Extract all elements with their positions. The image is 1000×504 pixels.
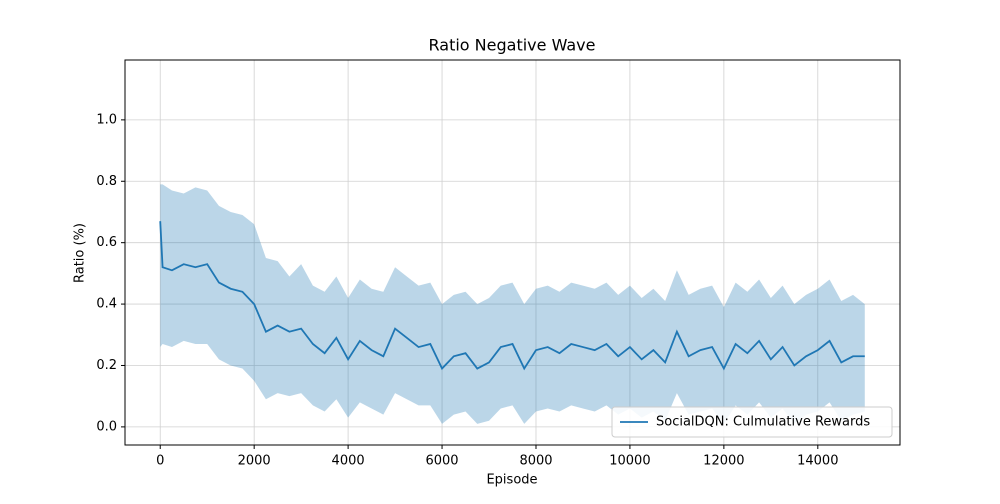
- y-tick-label: 1.0: [96, 112, 117, 127]
- y-tick-label: 0.8: [96, 174, 117, 189]
- legend-label: SocialDQN: Culmulative Rewards: [656, 415, 870, 430]
- chart-title: Ratio Negative Wave: [429, 36, 596, 55]
- x-tick-label: 10000: [609, 454, 650, 469]
- plot-frame: [124, 59, 901, 446]
- x-tick-label: 4000: [332, 454, 365, 469]
- y-axis-label: Ratio (%): [73, 223, 88, 283]
- y-tick-label: 0.6: [96, 235, 117, 250]
- x-tick-label: 14000: [797, 454, 838, 469]
- line: [159, 221, 865, 371]
- y-tick-label: 0.2: [96, 358, 117, 373]
- x-tick-label: 0: [156, 454, 164, 469]
- x-tick-label: 12000: [703, 454, 744, 469]
- x-axis-label: Episode: [486, 473, 537, 488]
- confidence-band: [160, 184, 865, 424]
- x-tick-label: 6000: [425, 454, 458, 469]
- y-tick-label: 0.4: [96, 297, 117, 312]
- y-tick-label: 0.0: [96, 419, 117, 434]
- x-tick-label: 2000: [238, 454, 271, 469]
- legend-box: [611, 406, 893, 438]
- x-tick-label: 8000: [519, 454, 552, 469]
